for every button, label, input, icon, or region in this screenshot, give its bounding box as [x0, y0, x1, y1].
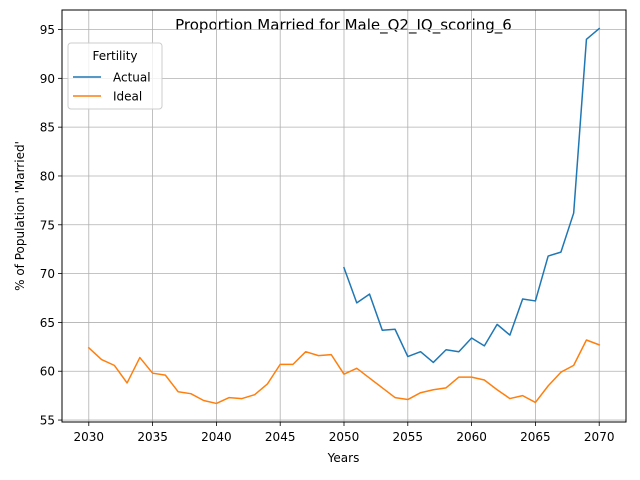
y-tick-label: 55: [40, 414, 55, 428]
x-tick-label: 2030: [74, 430, 105, 444]
x-tick-label: 2060: [456, 430, 487, 444]
y-tick-label: 65: [40, 316, 55, 330]
series-line-ideal: [87, 339, 601, 405]
x-axis-label: Years: [327, 451, 360, 465]
y-tick-label: 85: [40, 121, 55, 135]
x-tick-label: 2050: [329, 430, 360, 444]
legend-label-actual: Actual: [113, 71, 151, 85]
y-tick-label: 75: [40, 218, 55, 232]
x-tick-label: 2055: [393, 430, 424, 444]
chart-title: Proportion Married for Male_Q2_IQ_scorin…: [175, 16, 512, 35]
legend: Fertility Actual Ideal: [67, 42, 163, 110]
x-tick-label: 2035: [137, 430, 168, 444]
x-tick-label: 2070: [584, 430, 615, 444]
data-series: [87, 27, 601, 405]
x-tick-label: 2045: [265, 430, 296, 444]
y-axis-label: % of Population 'Married': [13, 141, 27, 291]
legend-box: [67, 42, 163, 110]
y-tick-label: 60: [40, 365, 55, 379]
x-tick-label: 2040: [201, 430, 232, 444]
x-tick-label: 2065: [520, 430, 551, 444]
legend-label-ideal: Ideal: [113, 90, 142, 104]
grid-lines: [62, 10, 626, 422]
series-line-actual: [343, 27, 601, 364]
legend-title: Fertility: [92, 49, 137, 63]
y-tick-label: 80: [40, 169, 55, 183]
y-tick-label: 70: [40, 267, 55, 281]
x-axis-ticks: 2030 2035 2040 2045 2050 2055 2060 2065 2070: [74, 422, 615, 444]
y-tick-label: 95: [40, 23, 55, 37]
y-axis-ticks: 55 60 65 70 75 80 85 90 95: [40, 23, 62, 428]
y-tick-label: 90: [40, 72, 55, 86]
